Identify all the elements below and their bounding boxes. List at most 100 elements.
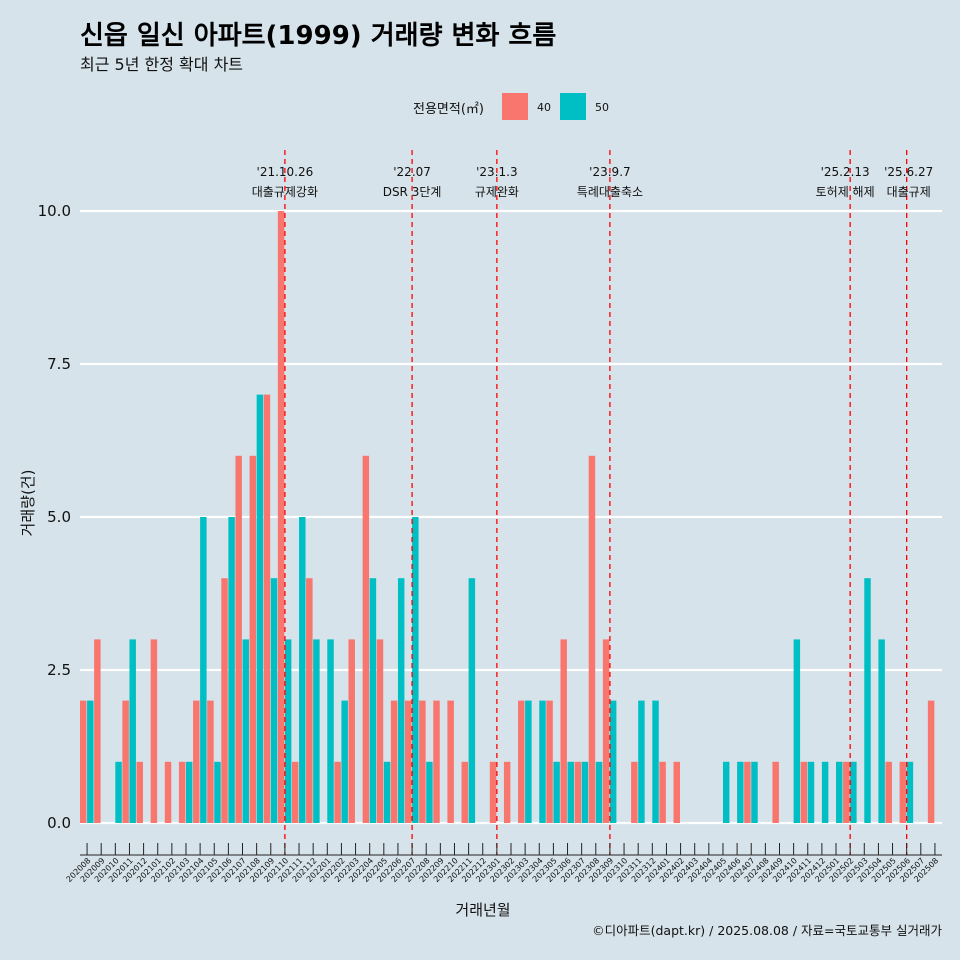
bar-50-202111: [299, 517, 306, 823]
bar-40-202402: [673, 761, 680, 823]
chart-title: 신읍 일신 아파트(1999) 거래량 변화 흐름: [80, 21, 556, 51]
bar-50-202110: [284, 639, 292, 823]
bar-50-202304: [539, 700, 546, 823]
bars: [80, 211, 935, 823]
bar-50-202303: [525, 700, 532, 823]
bar-50-202307: [581, 761, 589, 823]
bar-40-202309: [602, 639, 610, 823]
bar-40-202012: [136, 761, 143, 823]
bar-50-202204: [369, 578, 377, 823]
bar-40-202505: [885, 761, 892, 823]
bar-50-202206: [397, 578, 405, 823]
y-tick-label: 2.5: [47, 661, 71, 679]
event-label: 대출규제: [887, 185, 931, 199]
bar-50-202503: [864, 578, 871, 823]
bar-50-202502: [850, 761, 857, 823]
bar-40-202202: [334, 761, 341, 823]
event-label: DSR 3단계: [383, 185, 442, 199]
y-tick-label: 0.0: [47, 814, 71, 832]
y-tick-label: 7.5: [47, 355, 71, 373]
y-tick-label: 5.0: [47, 508, 71, 526]
bar-50-202309: [609, 700, 617, 823]
bar-40-202204: [362, 455, 370, 823]
bar-50-202412: [821, 761, 829, 823]
bar-40-202102: [164, 761, 172, 823]
bar-50-202104: [200, 517, 207, 823]
y-axis-title: 거래량(건): [19, 470, 37, 537]
bar-40-202305: [546, 700, 553, 823]
bar-50-202411: [807, 761, 815, 823]
bar-40-202302: [503, 761, 511, 823]
bar-50-202504: [878, 639, 885, 823]
bar-50-202108: [256, 394, 264, 823]
bar-40-202301: [489, 761, 497, 823]
legend-title: 전용면적(㎡): [413, 102, 484, 117]
bar-40-202106: [221, 578, 228, 823]
bar-40-202108: [249, 455, 257, 823]
bar-50-202211: [468, 578, 476, 823]
bar-50-202010: [115, 761, 122, 823]
bar-40-202508: [927, 700, 935, 823]
legend-label-50: 50: [595, 101, 609, 114]
bar-40-202103: [178, 761, 186, 823]
legend: 전용면적(㎡) 40 50: [413, 93, 609, 120]
event-date: '25.6.27: [884, 165, 933, 179]
bar-40-202502: [843, 761, 850, 823]
bar-40-202109: [263, 394, 271, 823]
event-label: 규제완화: [475, 185, 519, 199]
y-tick-label: 10.0: [38, 202, 71, 220]
bar-50-202208: [426, 761, 433, 823]
event-label: 토허제 해제: [816, 185, 875, 199]
bar-50-202406: [737, 761, 744, 823]
event-date: '21.10.26: [257, 165, 314, 179]
bar-40-202401: [659, 761, 666, 823]
bar-40-202011: [122, 700, 129, 823]
bar-50-202008: [87, 700, 94, 823]
bar-50-202103: [185, 761, 193, 823]
legend-swatch-40: [502, 93, 528, 120]
bar-50-202202: [341, 700, 348, 823]
bar-50-202308: [595, 761, 603, 823]
bar-50-202405: [722, 761, 730, 823]
bar-40-202207: [405, 700, 412, 823]
bar-50-202107: [242, 639, 249, 823]
bar-50-202112: [313, 639, 320, 823]
bar-50-202305: [553, 761, 560, 823]
bar-50-202407: [751, 761, 758, 823]
bar-40-202208: [419, 700, 426, 823]
event-date: '23.9.7: [589, 165, 630, 179]
bar-40-202407: [744, 761, 751, 823]
bar-40-202211: [461, 761, 469, 823]
bar-40-202101: [150, 639, 158, 823]
caption: ©디아파트(dapt.kr) / 2025.08.08 / 자료=국토교통부 실…: [592, 923, 942, 938]
bar-50-202205: [383, 761, 391, 823]
bar-40-202203: [348, 639, 355, 823]
bar-50-202506: [906, 761, 914, 823]
bar-50-202106: [228, 517, 235, 823]
event-annotations: '21.10.26 대출규제강화 '22.07 DSR 3단계 '23.1.3 규제완화 '…: [252, 165, 933, 199]
bar-40-202209: [433, 700, 440, 823]
bar-50-202105: [214, 761, 221, 823]
bar-40-202008: [80, 700, 87, 823]
bar-40-202105: [207, 700, 214, 823]
bar-40-202205: [376, 639, 384, 823]
bar-40-202308: [588, 455, 596, 823]
bar-40-202104: [193, 700, 200, 823]
bar-40-202111: [291, 761, 299, 823]
bar-40-202303: [518, 700, 525, 823]
bar-40-202506: [899, 761, 907, 823]
legend-label-40: 40: [537, 101, 551, 114]
bar-50-202410: [793, 639, 801, 823]
bar-40-202411: [800, 761, 808, 823]
bar-50-202311: [638, 700, 645, 823]
bar-40-202210: [447, 700, 454, 823]
y-axis-ticks: 0.0 2.5 5.0 7.5 10.0: [38, 202, 71, 832]
bar-40-202307: [574, 761, 582, 823]
event-date: '22.07: [393, 165, 431, 179]
chart-subtitle: 최근 5년 한정 확대 차트: [80, 55, 243, 74]
x-axis-title: 거래년월: [455, 901, 510, 919]
legend-swatch-50: [560, 93, 586, 120]
bar-40-202206: [390, 700, 398, 823]
bar-40-202110: [277, 211, 285, 823]
